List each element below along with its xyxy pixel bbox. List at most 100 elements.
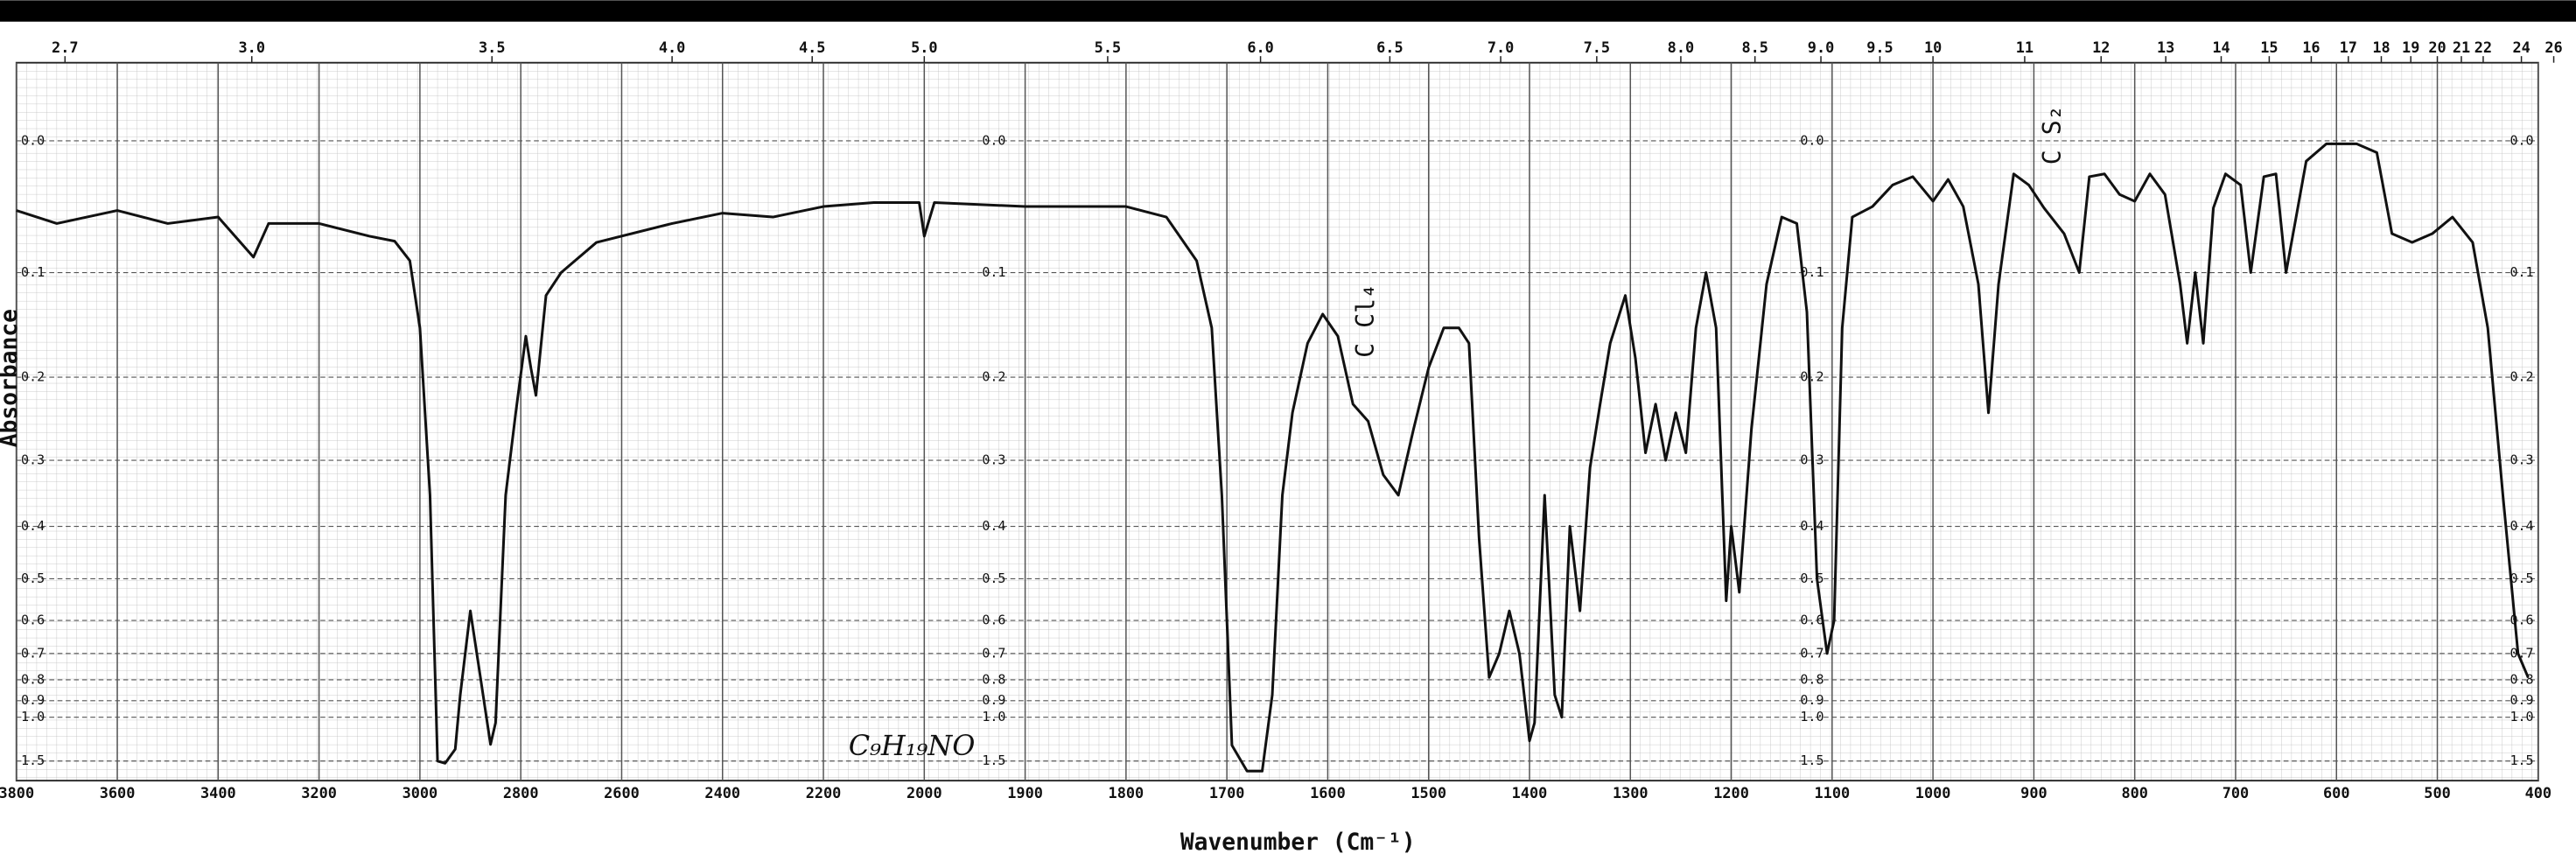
x-tick-label: 1700: [1209, 784, 1245, 802]
y-tick-label: 0.8: [982, 671, 1005, 687]
y-tick-label: 0.9: [2510, 692, 2533, 708]
x-tick-label: 400: [2525, 784, 2552, 802]
x-tick-label: 2000: [906, 784, 942, 802]
x-tick-label: 1500: [1410, 784, 1446, 802]
spectrum-line: [16, 142, 2530, 773]
x2-tick-label: 24: [2512, 38, 2530, 56]
x2-tick-label: 20: [2428, 38, 2446, 56]
x2-tick-label: 19: [2402, 38, 2419, 56]
x2-tick-label: 7.5: [1584, 38, 1610, 56]
x2-tick-label: 9.0: [1808, 38, 1834, 56]
x2-tick-label: 7.0: [1488, 38, 1514, 56]
y-tick-label: 0.5: [2510, 570, 2533, 586]
y-tick-label: 0.3: [1800, 452, 1824, 468]
y-tick-label: 0.1: [1800, 264, 1824, 280]
x-tick-label: 2200: [806, 784, 842, 802]
y-tick-label: 1.5: [2510, 752, 2533, 768]
x-tick-label: 1300: [1613, 784, 1648, 802]
y-tick-label: 0.1: [982, 264, 1005, 280]
x-tick-label: 3400: [200, 784, 236, 802]
y-tick-label: 0.8: [2510, 671, 2533, 687]
annotation: C S₂: [2038, 105, 2067, 164]
y-tick-label: 0.8: [21, 671, 45, 687]
y-tick-label: 0.1: [21, 264, 45, 280]
x2-tick-label: 4.0: [659, 38, 685, 56]
y-tick-label: 0.3: [2510, 452, 2533, 468]
y-axis-title: Absorbance: [0, 309, 23, 447]
labels: Absorbance Wavenumber (Cm⁻¹) C Cl₄ C S₂ …: [0, 38, 2563, 856]
annotation: C Cl₄: [1351, 284, 1380, 358]
plot-frame: [15, 61, 2539, 782]
x-tick-label: 3800: [0, 784, 34, 802]
y-tick-label: 0.5: [982, 570, 1005, 586]
x2-tick-label: 12: [2092, 38, 2110, 56]
y-tick-label: 0.8: [1800, 671, 1824, 687]
y-tick-label: 0.6: [2510, 612, 2533, 628]
y-tick-label: 0.5: [21, 570, 45, 586]
x-tick-label: 3000: [402, 784, 438, 802]
x2-tick-label: 18: [2372, 38, 2390, 56]
x-tick-label: 2800: [503, 784, 539, 802]
x2-tick-label: 3.0: [239, 38, 265, 56]
x2-tick-label: 14: [2212, 38, 2230, 56]
x-tick-label: 1800: [1109, 784, 1144, 802]
y-tick-label: 1.0: [21, 709, 45, 724]
x2-tick-label: 2.7: [52, 38, 78, 56]
y-tick-label: 0.9: [1800, 692, 1824, 708]
y-tick-label: 0.4: [1800, 518, 1824, 534]
x-tick-label: 2400: [704, 784, 740, 802]
y-tick-label: 0.7: [21, 645, 45, 661]
x2-tick-label: 3.5: [479, 38, 505, 56]
y-tick-label: 1.0: [1800, 709, 1824, 724]
y-tick-label: 0.4: [21, 518, 45, 534]
x-tick-label: 1200: [1713, 784, 1749, 802]
y-tick-label: 0.2: [1800, 369, 1824, 385]
x2-tick-label: 10: [1924, 38, 1942, 56]
grid: [16, 56, 2555, 781]
y-tick-label: 0.0: [982, 132, 1005, 148]
y-tick-label: 0.6: [21, 612, 45, 628]
x2-tick-label: 22: [2474, 38, 2492, 56]
y-tick-label: 0.6: [1800, 612, 1824, 628]
x2-tick-label: 16: [2302, 38, 2320, 56]
x2-tick-label: 15: [2260, 38, 2278, 56]
x2-tick-label: 9.5: [1866, 38, 1893, 56]
y-tick-label: 0.0: [2510, 132, 2533, 148]
x2-tick-label: 17: [2340, 38, 2357, 56]
x2-tick-label: 21: [2453, 38, 2470, 56]
x2-tick-label: 5.0: [911, 38, 937, 56]
y-tick-label: 0.3: [21, 452, 45, 468]
y-tick-label: 1.5: [21, 752, 45, 768]
x2-tick-label: 8.5: [1741, 38, 1768, 56]
y-tick-label: 0.4: [2510, 518, 2533, 534]
y-tick-label: 0.0: [1800, 132, 1824, 148]
x-tick-label: 2600: [604, 784, 640, 802]
x-tick-label: 1000: [1915, 784, 1951, 802]
y-tick-label: 0.4: [982, 518, 1005, 534]
x2-tick-label: 26: [2544, 38, 2562, 56]
x-tick-label: 1400: [1512, 784, 1548, 802]
y-tick-label: 0.2: [21, 369, 45, 385]
x-tick-label: 900: [2020, 784, 2047, 802]
y-tick-label: 1.0: [982, 709, 1005, 724]
x-tick-label: 3600: [100, 784, 136, 802]
y-tick-label: 0.7: [1800, 645, 1824, 661]
x2-tick-label: 6.5: [1376, 38, 1403, 56]
y-tick-label: 1.5: [982, 752, 1005, 768]
y-tick-label: 0.7: [2510, 645, 2533, 661]
y-tick-label: 0.9: [982, 692, 1005, 708]
y-tick-label: 0.6: [982, 612, 1005, 628]
x2-tick-label: 5.5: [1095, 38, 1121, 56]
y-tick-label: 0.5: [1800, 570, 1824, 586]
x-tick-label: 1100: [1815, 784, 1851, 802]
y-tick-label: 1.0: [2510, 709, 2533, 724]
y-tick-label: 0.1: [2510, 264, 2533, 280]
x2-tick-label: 6.0: [1247, 38, 1273, 56]
y-tick-label: 0.7: [982, 645, 1005, 661]
x2-tick-label: 11: [2016, 38, 2034, 56]
y-tick-label: 1.5: [1800, 752, 1824, 768]
top-band: [0, 0, 2576, 22]
x-tick-label: 3200: [301, 784, 337, 802]
y-tick-label: 0.2: [2510, 369, 2533, 385]
